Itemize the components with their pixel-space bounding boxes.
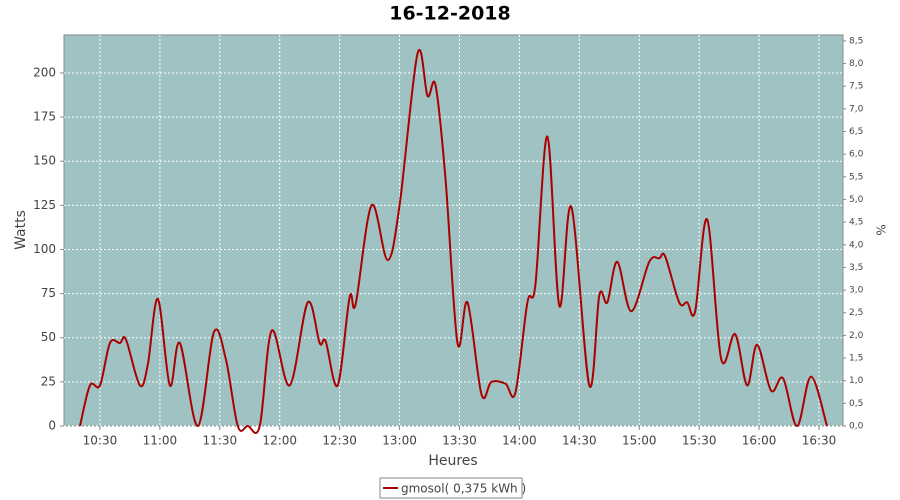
y2-tick-label: 6,0	[849, 150, 864, 160]
y-tick-label: 125	[33, 198, 56, 212]
y-tick-label: 50	[41, 330, 56, 344]
y2-tick-label: 4,5	[849, 218, 863, 228]
plot-area	[63, 34, 844, 427]
y-tick-label: 0	[48, 419, 56, 433]
x-tick-label: 11:30	[203, 434, 238, 448]
y2-tick-label: 5,0	[849, 195, 864, 205]
x-tick-label: 13:30	[442, 434, 477, 448]
y2-axis-label: %	[874, 224, 888, 235]
y-tick-label: 25	[41, 374, 56, 388]
y2-tick-label: 8,5	[849, 36, 863, 46]
x-tick-label: 16:00	[742, 434, 777, 448]
y2-tick-label: 8,0	[849, 59, 864, 69]
y2-tick-label: 2,5	[849, 308, 863, 318]
y2-tick-label: 1,0	[849, 376, 864, 386]
x-tick-label: 14:00	[502, 434, 537, 448]
chart-title: 16-12-2018	[389, 3, 511, 25]
legend-box	[379, 477, 523, 499]
y2-tick-label: 0,5	[849, 399, 863, 409]
x-tick-label: 12:00	[262, 434, 297, 448]
x-tick-label: 15:00	[622, 434, 657, 448]
x-tick-label: 14:30	[562, 434, 597, 448]
y-tick-label: 175	[33, 110, 56, 124]
y2-tick-label: 7,5	[849, 82, 863, 92]
y-tick-label: 75	[41, 286, 56, 300]
x-tick-label: 16:30	[802, 434, 837, 448]
y2-tick-label: 7,0	[849, 104, 864, 114]
y2-tick-label: 0,0	[849, 422, 864, 432]
y-tick-label: 200	[33, 65, 56, 79]
x-tick-label: 11:00	[143, 434, 178, 448]
y-tick-label: 150	[33, 154, 56, 168]
y2-tick-label: 5,5	[849, 172, 863, 182]
y2-tick-label: 3,0	[849, 286, 864, 296]
x-tick-label: 15:30	[682, 434, 717, 448]
y2-axis: 0,0 0,5 1,0 1,5 2,0 2,5 3,0 3,5 4,0 4,5 5,0 5,5 6,0 6…	[843, 36, 864, 432]
x-tick-label: 13:00	[382, 434, 417, 448]
y-axis-label: Watts	[13, 210, 29, 250]
series-line	[79, 49, 828, 434]
x-tick-label: 12:30	[322, 434, 357, 448]
y2-tick-label: 1,5	[849, 354, 863, 364]
y2-tick-label: 4,0	[849, 240, 864, 250]
legend-label: gmosol( 0,375 kWh )	[401, 482, 526, 496]
y2-tick-label: 3,5	[849, 263, 863, 273]
y2-tick-label: 2,0	[849, 331, 864, 341]
y2-tick-label: 6,5	[849, 127, 863, 137]
x-tick-label: 10:30	[83, 434, 118, 448]
x-axis-label: Heures	[428, 453, 477, 469]
y-tick-label: 100	[33, 242, 56, 256]
